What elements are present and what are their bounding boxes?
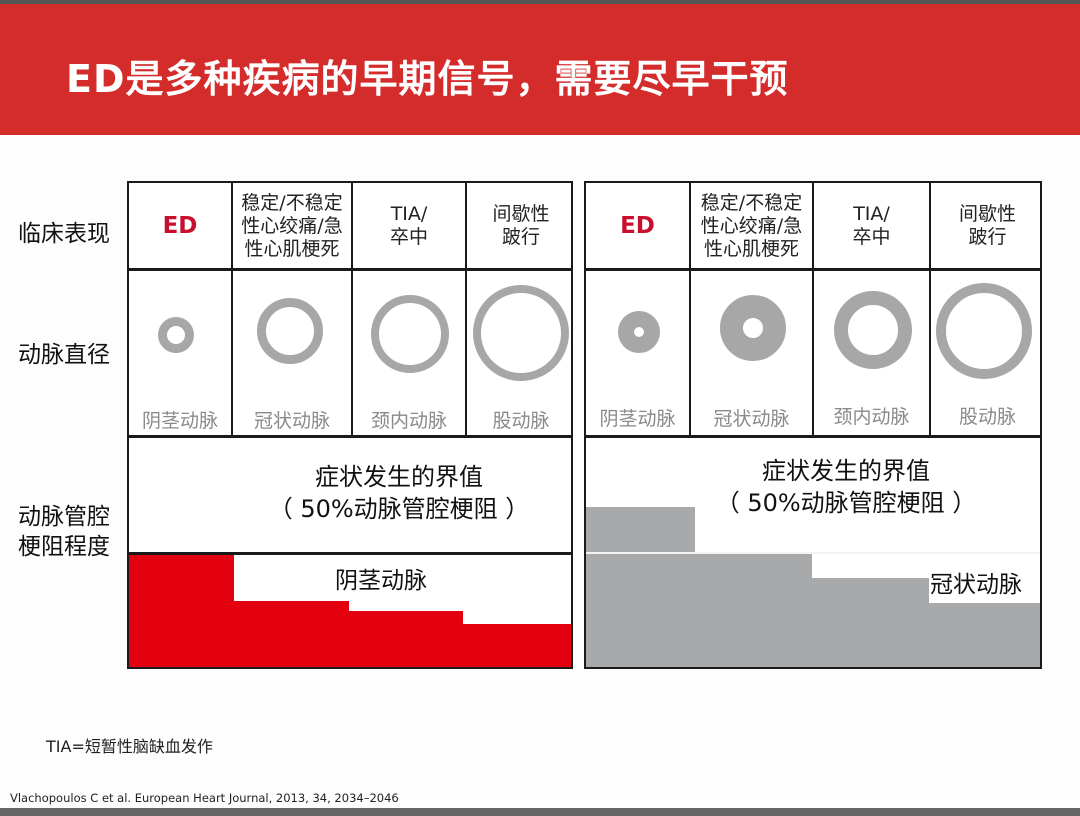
grid-line xyxy=(231,183,233,438)
artery-label-coronary: 冠状动脉 xyxy=(713,408,790,430)
header-pad-line1: 间歇性 xyxy=(492,203,550,225)
row-label-diameter: 动脉直径 xyxy=(18,342,110,368)
header-cad-line3: 性心肌梗死 xyxy=(703,237,799,260)
grid-line xyxy=(465,183,467,438)
artery-label-penile: 阴茎动脉 xyxy=(599,408,676,430)
header-cad-line1: 稳定/不稳定 xyxy=(241,191,343,214)
penile-artery-ring xyxy=(618,311,660,353)
carotid-artery-ring xyxy=(834,291,912,369)
header-pad-line2: 跛行 xyxy=(968,226,1007,248)
left-panel: ED 稳定/不稳定 性心绞痛/急 性心肌梗死 TIA/ 卒中 间歇性 跛行 阴茎… xyxy=(127,181,573,669)
artery-label-coronary: 冠状动脉 xyxy=(253,410,330,432)
grid-line xyxy=(129,435,571,438)
artery-label-femoral: 股动脉 xyxy=(492,410,550,432)
header-tia-line1: TIA/ xyxy=(853,203,890,225)
header-ed: ED xyxy=(162,212,198,239)
threshold-text: 症状发生的界值 （ 50%动脉管腔梗阻 ） xyxy=(229,461,569,525)
header-cad-line2: 性心绞痛/急 xyxy=(241,214,343,237)
obstruction-step-penile xyxy=(129,554,234,667)
grid-line xyxy=(586,435,1040,438)
header-pad-line2: 跛行 xyxy=(501,226,540,248)
coronary-artery-ring xyxy=(720,295,786,361)
title-banner: ED是多种疾病的早期信号，需要尽早干预 xyxy=(0,4,1080,135)
slide-title: ED是多种疾病的早期信号，需要尽早干预 xyxy=(66,57,789,101)
header-tia: TIA/ 卒中 xyxy=(353,183,465,269)
threshold-line1: 症状发生的界值 xyxy=(315,463,483,491)
header-cad-line1: 稳定/不稳定 xyxy=(700,191,803,214)
obstruction-step-penile xyxy=(586,507,695,667)
header-tia: TIA/ 卒中 xyxy=(814,183,929,269)
footnote: TIA=短暂性脑缺血发作 xyxy=(46,737,213,756)
threshold-line xyxy=(129,552,571,555)
threshold-line2: （ 50%动脉管腔梗阻 ） xyxy=(715,489,977,517)
artery-label-penile: 阴茎动脉 xyxy=(141,410,218,432)
femoral-artery-ring xyxy=(473,285,569,381)
left-step-label: 阴茎动脉 xyxy=(335,568,427,594)
threshold-text: 症状发生的界值 （ 50%动脉管腔梗阻 ） xyxy=(676,455,1016,519)
threshold-line xyxy=(586,552,1040,554)
header-ed: ED xyxy=(620,212,655,239)
artery-label-femoral: 股动脉 xyxy=(958,406,1016,428)
row-label-obstruction-2: 梗阻程度 xyxy=(18,534,110,560)
grid-line xyxy=(812,183,814,438)
obstruction-step-carotid xyxy=(349,611,463,667)
header-pad-line1: 间歇性 xyxy=(958,203,1016,225)
grid-line xyxy=(129,268,571,271)
header-tia-line1: TIA/ xyxy=(390,203,428,225)
threshold-line1: 症状发生的界值 xyxy=(762,457,930,485)
header-tia-line2: 卒中 xyxy=(852,226,891,248)
header-cad-line3: 性心肌梗死 xyxy=(244,237,340,260)
grid-line xyxy=(351,183,353,438)
threshold-line2: （ 50%动脉管腔梗阻 ） xyxy=(268,495,530,523)
top-edge-line xyxy=(0,0,1080,4)
artery-label-carotid: 颈内动脉 xyxy=(370,410,447,432)
grid-line xyxy=(689,183,691,438)
header-cad: 稳定/不稳定 性心绞痛/急 性心肌梗死 xyxy=(691,183,812,269)
right-step-label: 冠状动脉 xyxy=(930,572,1022,598)
obstruction-step-coronary xyxy=(695,554,812,667)
obstruction-step-carotid xyxy=(812,578,929,667)
header-pad: 间歇性 跛行 xyxy=(467,183,571,269)
row-label-clinical: 临床表现 xyxy=(18,221,110,247)
obstruction-step-coronary xyxy=(234,601,349,667)
header-cad-line2: 性心绞痛/急 xyxy=(700,214,803,237)
carotid-artery-ring xyxy=(371,295,449,373)
coronary-artery-ring xyxy=(257,298,323,364)
header-pad: 间歇性 跛行 xyxy=(931,183,1040,269)
obstruction-step-femoral xyxy=(929,603,1040,667)
artery-label-carotid: 颈内动脉 xyxy=(833,406,910,428)
grid-line xyxy=(929,183,931,438)
citation: Vlachopoulos C et al. European Heart Jou… xyxy=(10,791,399,805)
bottom-bar xyxy=(0,808,1080,816)
header-tia-line2: 卒中 xyxy=(389,226,428,248)
right-panel: ED 稳定/不稳定 性心绞痛/急 性心肌梗死 TIA/ 卒中 间歇性 跛行 阴茎… xyxy=(584,181,1042,669)
penile-artery-ring xyxy=(158,317,194,353)
header-cad: 稳定/不稳定 性心绞痛/急 性心肌梗死 xyxy=(233,183,351,269)
obstruction-step-femoral xyxy=(463,624,571,667)
femoral-artery-ring xyxy=(936,283,1032,379)
row-label-obstruction-1: 动脉管腔 xyxy=(18,504,110,530)
